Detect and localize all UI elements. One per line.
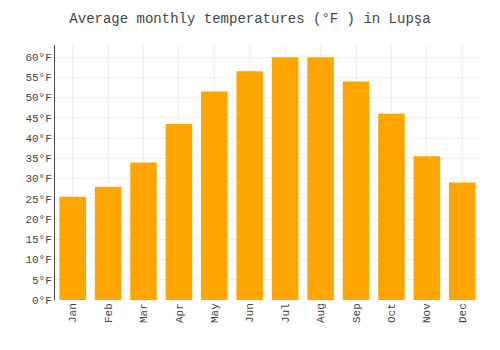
svg-text:10°F: 10°F bbox=[25, 254, 51, 266]
svg-text:Dec: Dec bbox=[457, 303, 469, 323]
svg-text:60°F: 60°F bbox=[25, 52, 51, 64]
svg-text:Mar: Mar bbox=[138, 303, 150, 323]
svg-text:Apr: Apr bbox=[174, 303, 186, 323]
svg-text:5°F: 5°F bbox=[32, 275, 52, 287]
svg-text:25°F: 25°F bbox=[25, 194, 51, 206]
svg-text:35°F: 35°F bbox=[25, 153, 51, 165]
svg-text:Jul: Jul bbox=[280, 303, 292, 323]
svg-text:Average monthly temperatures (: Average monthly temperatures (°F ) in Lu… bbox=[69, 11, 430, 27]
svg-text:20°F: 20°F bbox=[25, 214, 51, 226]
svg-text:40°F: 40°F bbox=[25, 133, 51, 145]
svg-text:Jun: Jun bbox=[244, 303, 256, 323]
svg-text:15°F: 15°F bbox=[25, 234, 51, 246]
svg-text:May: May bbox=[209, 303, 221, 323]
svg-text:Feb: Feb bbox=[103, 303, 115, 323]
svg-text:Aug: Aug bbox=[315, 303, 327, 323]
svg-text:Sep: Sep bbox=[351, 303, 363, 323]
svg-text:0°F: 0°F bbox=[32, 295, 52, 307]
svg-text:45°F: 45°F bbox=[25, 113, 51, 125]
svg-text:Oct: Oct bbox=[386, 303, 398, 323]
svg-text:Jan: Jan bbox=[67, 303, 79, 323]
svg-text:50°F: 50°F bbox=[25, 92, 51, 104]
svg-text:Nov: Nov bbox=[421, 303, 433, 323]
svg-text:55°F: 55°F bbox=[25, 72, 51, 84]
svg-text:30°F: 30°F bbox=[25, 173, 51, 185]
